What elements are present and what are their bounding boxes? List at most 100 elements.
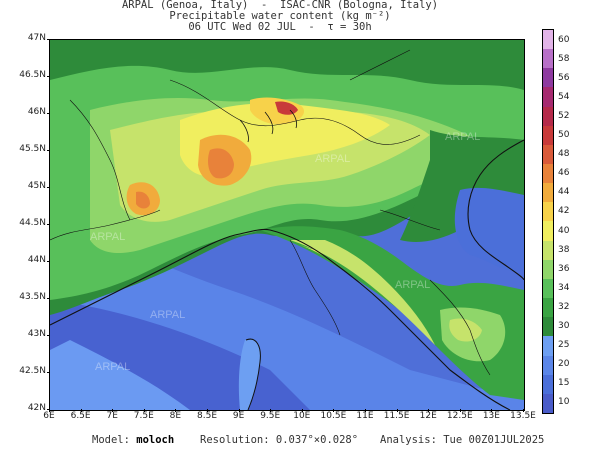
forecast-map: ARPAL ARPAL ARPAL ARPAL ARPAL ARPAL — [49, 39, 525, 411]
colorbar-label: 50 — [558, 130, 570, 141]
lon-tick — [143, 409, 145, 412]
lon-tick — [207, 409, 208, 412]
lon-tick-label: 9E — [232, 411, 245, 421]
lon-tick-label: 12E — [419, 411, 437, 421]
header-variable: Precipitable water content (kg m⁻²) — [169, 10, 391, 22]
lat-tick — [47, 187, 50, 188]
lon-tick-label: 8.5E — [197, 411, 217, 421]
lon-tick-label: 6.5E — [70, 411, 91, 421]
colorbar-segment — [543, 68, 553, 88]
lon-tick-label: 8E — [169, 411, 182, 421]
lat-tick-label: 44.5N — [19, 218, 46, 228]
lon-tick-label: 13E — [482, 411, 500, 421]
lat-tick-label: 42N — [27, 403, 46, 413]
colorbar-segment — [543, 240, 553, 260]
colorbar-segment — [543, 355, 553, 375]
lon-tick — [491, 409, 493, 412]
colorbar-segment — [543, 336, 553, 356]
lon-tick-label: 10.5E — [320, 411, 347, 421]
lat-tick — [47, 224, 50, 225]
lon-tick — [49, 409, 50, 412]
watermark-e: ARPAL — [445, 131, 480, 143]
lat-tick — [47, 261, 50, 262]
colorbar-segment — [543, 49, 553, 69]
resolution-value: 0.037°×0.028° — [275, 434, 359, 446]
model-value: moloch — [136, 434, 175, 446]
lon-tick-label: 7E — [106, 411, 118, 421]
colorbar-segment — [543, 298, 553, 318]
lon-tick-label: 11E — [356, 411, 374, 421]
colorbar-label: 42 — [558, 206, 570, 217]
resolution-info: Resolution: 0.037°×0.028° — [200, 434, 358, 446]
colorbar-segment — [543, 259, 553, 279]
colorbar-label: 10 — [558, 397, 570, 408]
lat-tick-label: 45.5N — [19, 144, 46, 154]
map-field: ARPAL ARPAL ARPAL ARPAL ARPAL ARPAL — [50, 40, 524, 410]
lon-tick — [428, 409, 430, 412]
watermark-ne: ARPAL — [315, 153, 350, 165]
lon-tick-label: 11.5E — [383, 411, 410, 421]
lat-tick-label: 43.5N — [19, 292, 46, 302]
lon-tick — [112, 409, 114, 412]
colorbar-segment — [543, 144, 553, 164]
colorbar-label: 44 — [558, 187, 570, 198]
colorbar-segment — [543, 202, 553, 222]
lon-tick-label: 9.5E — [260, 411, 281, 421]
lon-tick — [301, 409, 303, 412]
lat-tick-label: 42.5N — [19, 366, 46, 376]
lon-tick — [523, 409, 524, 412]
lat-tick-label: 46.5N — [19, 70, 46, 80]
colorbar-label: 60 — [558, 34, 570, 45]
colorbar-label: 15 — [558, 378, 570, 389]
lat-tick-label: 45N — [27, 181, 46, 191]
colorbar-segment — [543, 317, 553, 337]
lon-tick-label: 10E — [293, 411, 311, 421]
colorbar-label: 46 — [558, 168, 570, 179]
lon-tick — [365, 409, 366, 412]
lat-tick — [47, 39, 50, 40]
lat-tick — [47, 298, 50, 299]
colorbar-segment — [543, 29, 553, 50]
colorbar-label: 32 — [558, 301, 570, 312]
colorbar-label: 54 — [558, 91, 570, 102]
lon-tick — [175, 409, 177, 412]
lat-tick-label: 44N — [27, 255, 46, 265]
map-header: ARPAL (Genoa, Italy) - ISAC-CNR (Bologna… — [0, 0, 560, 33]
watermark-s: ARPAL — [150, 309, 185, 321]
lat-tick — [47, 150, 50, 151]
lon-tick-label: 7.5E — [133, 411, 154, 421]
colorbar-label: 30 — [558, 321, 570, 332]
header-agencies: ARPAL (Genoa, Italy) - ISAC-CNR (Bologna… — [121, 0, 439, 11]
colorbar-label: 52 — [558, 110, 570, 121]
colorbar-segment — [543, 163, 553, 184]
colorbar-label: 38 — [558, 244, 570, 255]
colorbar-label: 36 — [558, 263, 570, 274]
model-info: Model: moloch — [92, 434, 174, 446]
lon-tick — [270, 409, 272, 412]
colorbar — [542, 29, 554, 414]
model-label: Model: — [92, 434, 130, 446]
colorbar-label: 34 — [558, 282, 570, 293]
lon-tick — [396, 409, 398, 412]
lon-tick — [80, 409, 82, 412]
lon-tick — [333, 409, 335, 412]
colorbar-label: 40 — [558, 225, 570, 236]
watermark-se: ARPAL — [395, 279, 430, 291]
lon-tick-label: 13.5E — [510, 411, 536, 421]
lat-tick-label: 47N — [27, 33, 46, 43]
watermark-sw: ARPAL — [95, 361, 130, 373]
colorbar-segment — [543, 183, 553, 203]
lat-tick — [47, 113, 50, 114]
colorbar-segment — [543, 125, 553, 145]
colorbar-segment — [543, 374, 553, 394]
colorbar-label: 25 — [558, 340, 570, 351]
resolution-label: Resolution: — [200, 434, 270, 446]
lat-tick — [47, 372, 50, 373]
colorbar-segment — [543, 278, 553, 299]
colorbar-label: 20 — [558, 359, 570, 370]
header-valid-time: 06 UTC Wed 02 JUL - τ = 30h — [188, 21, 372, 33]
analysis-label: Analysis: — [380, 434, 437, 446]
colorbar-segment — [543, 87, 553, 107]
lon-tick — [238, 409, 240, 412]
lon-tick — [459, 409, 461, 412]
